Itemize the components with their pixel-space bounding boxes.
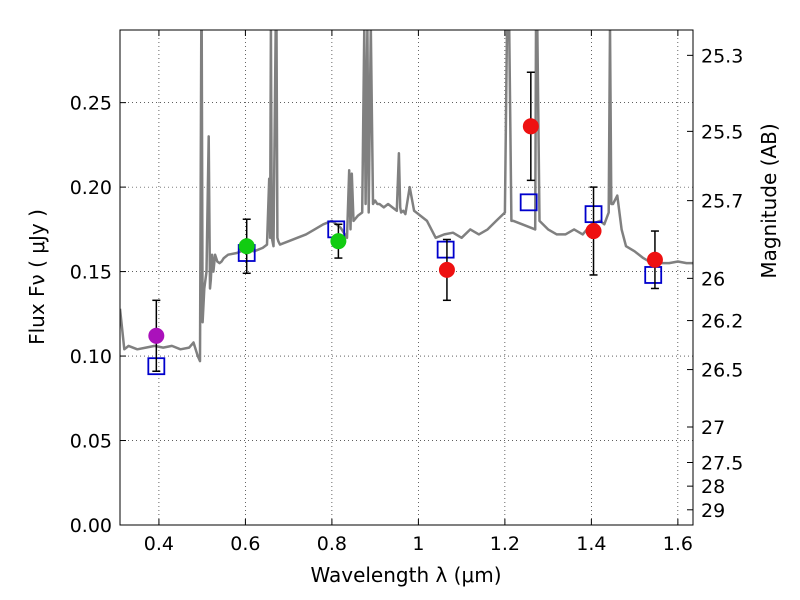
observed-point xyxy=(646,251,663,268)
mag-tick-label: 25.3 xyxy=(701,45,743,67)
grid xyxy=(120,30,693,526)
x-axis-title: Wavelength λ (μm) xyxy=(310,563,501,587)
y-tick-label: 0.00 xyxy=(70,515,112,537)
mag-tick-label: 29 xyxy=(701,500,725,522)
plot-background xyxy=(120,30,693,525)
y-tick-label: 0.25 xyxy=(70,93,112,115)
mag-tick-label: 25.7 xyxy=(701,191,743,213)
x-tick-label: 1 xyxy=(412,533,424,555)
y-tick-label: 0.15 xyxy=(70,262,112,284)
observed-point xyxy=(238,238,255,255)
x-tick-label: 1.6 xyxy=(663,533,693,555)
mag-tick-label: 28 xyxy=(701,476,725,498)
model-square xyxy=(519,193,538,212)
mag-tick-label: 27.5 xyxy=(701,452,743,474)
x-tick-label: 0.4 xyxy=(144,533,174,555)
observed-point xyxy=(330,233,347,250)
y2-axis-title: Magnitude (AB) xyxy=(757,123,781,278)
x-tick-label: 0.8 xyxy=(317,533,347,555)
mag-tick-label: 26.5 xyxy=(701,360,743,382)
x-tick-label: 0.6 xyxy=(230,533,260,555)
observed-point xyxy=(522,118,539,135)
mag-tick-label: 27 xyxy=(701,417,725,439)
x-tick-label: 1.4 xyxy=(576,533,606,555)
observed-point xyxy=(585,223,602,240)
spectrum-line xyxy=(120,30,693,363)
y-tick-label: 0.20 xyxy=(70,177,112,199)
y-tick-label: 0.10 xyxy=(70,346,112,368)
mag-tick-label: 26.2 xyxy=(701,311,743,333)
mag-tick-label: 26 xyxy=(701,268,725,290)
mag-tick-label: 25.5 xyxy=(701,121,743,143)
observed-photometry xyxy=(148,71,663,373)
y-tick-label: 0.05 xyxy=(70,431,112,453)
observed-point xyxy=(438,261,455,278)
model-spectrum xyxy=(120,30,693,363)
model-square xyxy=(436,240,455,259)
axis-ticks: 0.4 0.6 0.8 1 1.2 1.4 1.6 0.00 0.05 0.10 0.15 0.20 0… xyxy=(70,30,743,555)
y-axis-title: Flux Fν ( μJy ) xyxy=(25,209,49,345)
x-tick-label: 1.2 xyxy=(490,533,520,555)
observed-point xyxy=(148,327,165,344)
plot-frame xyxy=(119,29,694,526)
